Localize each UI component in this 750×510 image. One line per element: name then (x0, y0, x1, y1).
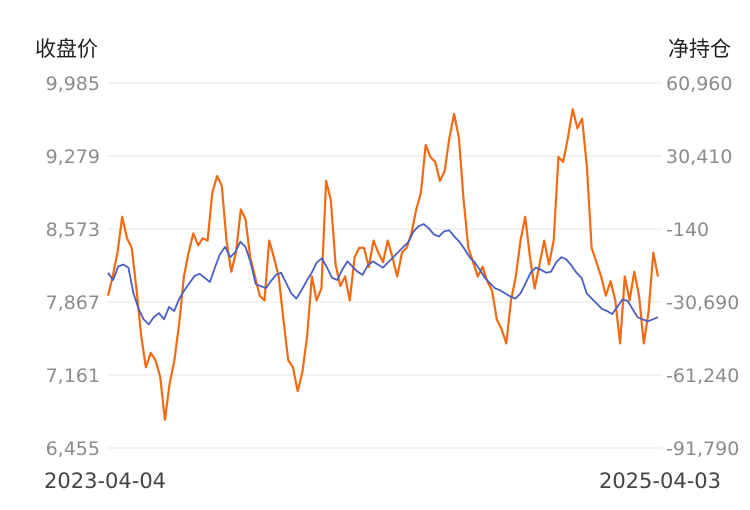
grid-lines (108, 82, 662, 449)
right-tick-label: -61,240 (666, 365, 739, 387)
left-tick-label: 8,573 (46, 219, 100, 241)
right-tick-label: 30,410 (666, 146, 732, 168)
x-end-label: 2025-04-03 (599, 469, 721, 493)
series-lines (106, 108, 660, 421)
left-tick-label: 9,985 (46, 73, 100, 95)
right-tick-label: -140 (666, 219, 709, 241)
right-tick-label: 60,960 (666, 73, 732, 95)
right-axis-title: 净持仓 (668, 37, 731, 61)
right-tick-label: -30,690 (666, 292, 739, 314)
left-tick-label: 7,867 (46, 292, 100, 314)
close-price-line (107, 223, 659, 326)
left-tick-label: 9,279 (46, 146, 100, 168)
left-axis-title: 收盘价 (35, 37, 98, 61)
net-position-line (106, 108, 660, 421)
right-tick-label: -91,790 (666, 438, 739, 460)
left-tick-label: 6,455 (46, 438, 100, 460)
left-axis-ticks: 9,985 9,279 8,573 7,867 7,161 6,455 (46, 73, 100, 460)
right-axis-ticks: 60,960 30,410 -140 -30,690 -61,240 -91,790 (666, 73, 739, 460)
x-start-label: 2023-04-04 (44, 469, 166, 493)
left-tick-label: 7,161 (46, 365, 100, 387)
